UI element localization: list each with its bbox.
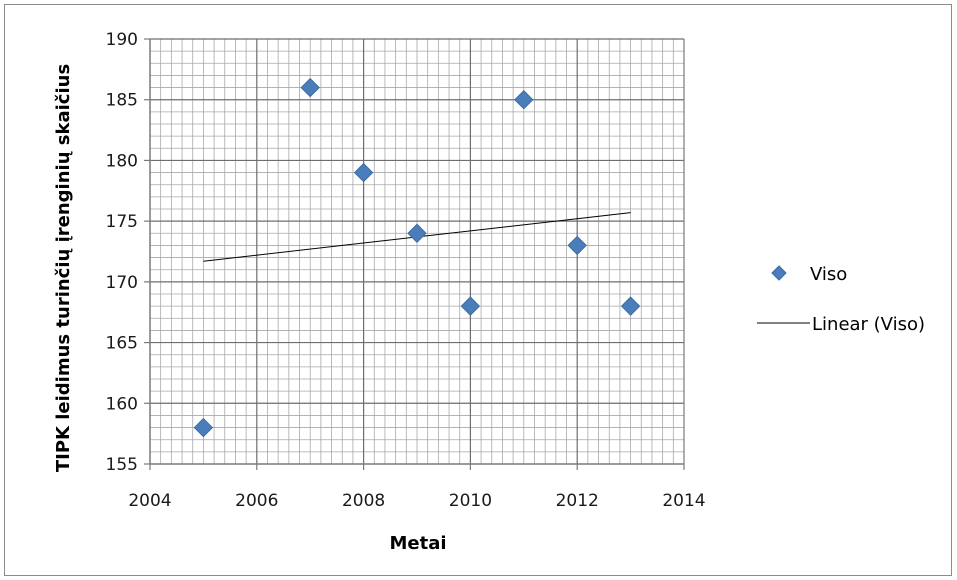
x-tick-label: 2006	[235, 491, 278, 511]
x-axis-title: Metai	[389, 533, 446, 554]
data-point	[620, 296, 641, 316]
data-point	[353, 162, 374, 183]
data-point	[407, 223, 427, 243]
data-point	[300, 77, 320, 98]
data-point	[514, 90, 534, 110]
x-tick-label: 2004	[128, 491, 171, 511]
legend-label-viso: Viso	[810, 264, 847, 285]
data-point	[567, 235, 587, 256]
y-axis-title: TIPK leidimus turinčių įrenginių skaičiu…	[53, 64, 74, 472]
x-tick-label: 2008	[342, 491, 385, 511]
x-tick-label: 2012	[556, 491, 599, 511]
legend-marker-viso	[771, 265, 787, 281]
y-tick-label: 160	[106, 394, 138, 414]
y-tick-label: 165	[106, 334, 138, 354]
y-tick-label: 175	[106, 212, 138, 232]
legend: Viso Linear (Viso)	[757, 264, 925, 335]
legend-label-trendline: Linear (Viso)	[812, 314, 925, 335]
y-tick-labels: 155 160 165 170 175 180 185 190	[106, 30, 138, 475]
data-point	[460, 296, 481, 316]
data-points	[193, 77, 641, 438]
axes	[144, 38, 685, 470]
y-tick-label: 155	[106, 455, 138, 475]
minor-gridlines	[150, 39, 684, 464]
x-tick-label: 2014	[662, 491, 705, 511]
x-tick-label: 2010	[449, 491, 492, 511]
y-tick-label: 170	[106, 273, 138, 293]
y-tick-label: 190	[106, 30, 138, 50]
major-gridlines	[150, 38, 684, 464]
y-tick-label: 185	[106, 91, 138, 111]
data-point	[193, 417, 214, 438]
x-tick-labels: 2004 2006 2008 2010 2012 2014	[128, 491, 705, 511]
y-tick-label: 180	[106, 151, 138, 171]
